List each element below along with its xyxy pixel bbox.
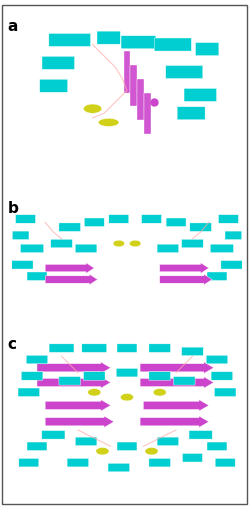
Bar (137, 79, 144, 120)
FancyArrow shape (160, 263, 209, 273)
FancyBboxPatch shape (117, 344, 137, 352)
Bar (130, 65, 137, 106)
FancyBboxPatch shape (121, 36, 156, 49)
FancyBboxPatch shape (59, 223, 80, 232)
FancyBboxPatch shape (19, 459, 39, 467)
Text: b: b (8, 201, 19, 216)
FancyBboxPatch shape (149, 344, 171, 352)
FancyBboxPatch shape (40, 79, 68, 92)
Ellipse shape (129, 240, 141, 247)
FancyBboxPatch shape (211, 372, 233, 380)
FancyBboxPatch shape (195, 43, 219, 55)
FancyBboxPatch shape (116, 369, 138, 377)
FancyArrow shape (37, 362, 111, 374)
FancyBboxPatch shape (174, 377, 195, 385)
FancyBboxPatch shape (84, 218, 104, 227)
FancyBboxPatch shape (166, 66, 203, 78)
FancyBboxPatch shape (218, 215, 239, 223)
FancyBboxPatch shape (225, 231, 242, 240)
FancyBboxPatch shape (149, 459, 171, 467)
FancyBboxPatch shape (157, 244, 179, 252)
FancyBboxPatch shape (109, 215, 129, 223)
FancyArrow shape (143, 400, 209, 411)
FancyBboxPatch shape (15, 215, 36, 223)
FancyBboxPatch shape (27, 272, 47, 280)
FancyBboxPatch shape (190, 223, 211, 232)
FancyBboxPatch shape (42, 56, 74, 69)
FancyBboxPatch shape (182, 347, 203, 356)
FancyBboxPatch shape (83, 372, 105, 380)
Ellipse shape (96, 447, 109, 455)
FancyBboxPatch shape (18, 388, 40, 397)
FancyBboxPatch shape (207, 442, 227, 450)
FancyBboxPatch shape (97, 31, 120, 44)
Ellipse shape (113, 240, 124, 247)
FancyBboxPatch shape (141, 215, 162, 223)
Ellipse shape (153, 388, 166, 396)
FancyBboxPatch shape (215, 459, 235, 467)
FancyBboxPatch shape (214, 388, 236, 397)
FancyBboxPatch shape (59, 377, 80, 385)
FancyArrow shape (45, 274, 98, 285)
FancyBboxPatch shape (42, 431, 65, 439)
Ellipse shape (98, 119, 119, 126)
FancyBboxPatch shape (49, 344, 74, 352)
FancyBboxPatch shape (12, 231, 29, 240)
FancyBboxPatch shape (183, 454, 202, 462)
FancyBboxPatch shape (20, 244, 44, 252)
Ellipse shape (121, 393, 133, 401)
FancyBboxPatch shape (149, 372, 171, 380)
FancyBboxPatch shape (184, 89, 217, 101)
FancyBboxPatch shape (75, 244, 97, 252)
FancyBboxPatch shape (157, 437, 179, 446)
FancyBboxPatch shape (67, 459, 89, 467)
FancyArrow shape (45, 400, 111, 411)
FancyBboxPatch shape (117, 442, 137, 450)
FancyBboxPatch shape (206, 355, 228, 364)
FancyBboxPatch shape (27, 442, 47, 450)
FancyBboxPatch shape (82, 344, 107, 352)
FancyArrow shape (37, 377, 111, 388)
FancyBboxPatch shape (166, 218, 186, 227)
FancyBboxPatch shape (26, 355, 48, 364)
Bar (144, 93, 151, 134)
FancyBboxPatch shape (49, 34, 91, 46)
FancyBboxPatch shape (177, 107, 205, 120)
FancyBboxPatch shape (51, 239, 72, 248)
FancyBboxPatch shape (221, 261, 243, 269)
Ellipse shape (88, 388, 101, 396)
FancyBboxPatch shape (21, 372, 43, 380)
Ellipse shape (83, 104, 102, 114)
FancyArrow shape (45, 416, 114, 428)
FancyBboxPatch shape (210, 244, 234, 252)
FancyArrow shape (45, 263, 94, 273)
Bar (124, 51, 130, 93)
FancyBboxPatch shape (108, 463, 130, 472)
FancyBboxPatch shape (11, 261, 33, 269)
FancyBboxPatch shape (207, 272, 227, 280)
FancyBboxPatch shape (189, 431, 212, 439)
Text: a: a (8, 19, 18, 34)
Text: c: c (8, 337, 17, 352)
FancyBboxPatch shape (75, 437, 97, 446)
FancyArrow shape (140, 416, 209, 428)
FancyArrow shape (140, 377, 214, 388)
Ellipse shape (145, 447, 158, 455)
FancyBboxPatch shape (182, 239, 203, 248)
FancyArrow shape (140, 362, 214, 374)
FancyBboxPatch shape (154, 38, 191, 51)
FancyArrow shape (160, 274, 212, 285)
